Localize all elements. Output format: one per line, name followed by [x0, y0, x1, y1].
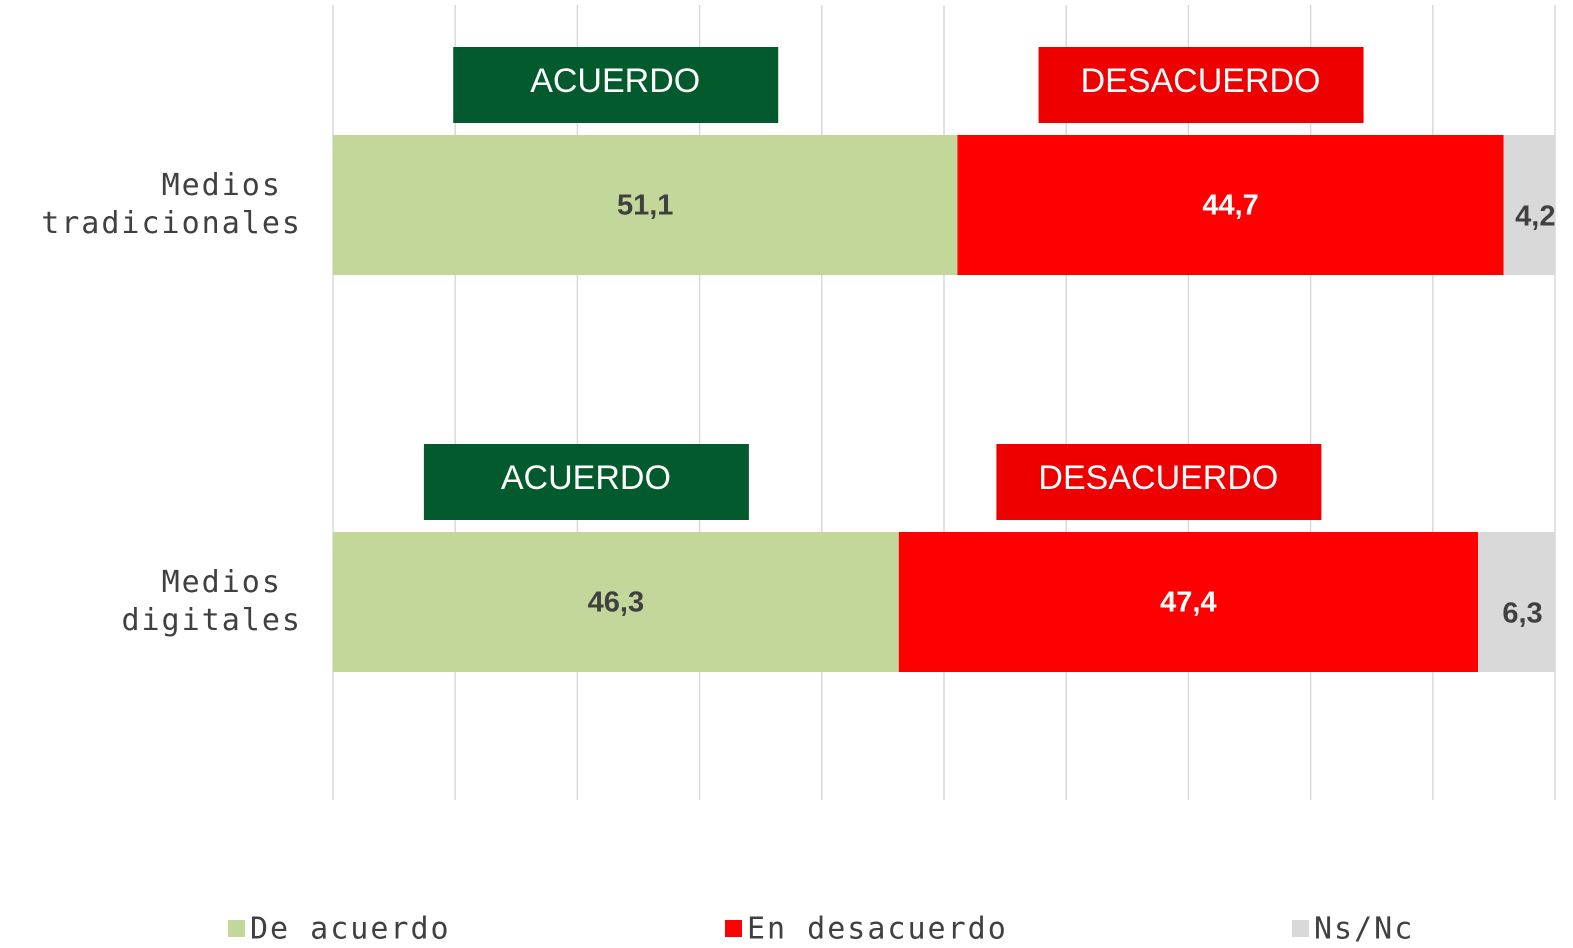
value-label: 51,1 — [617, 190, 673, 222]
bar-segment — [333, 532, 899, 672]
legend-label: En desacuerdo — [747, 912, 1008, 947]
bar-segment — [957, 135, 1504, 275]
legend-swatch — [1292, 920, 1309, 937]
annotation-box — [423, 444, 749, 520]
value-label: 46,3 — [588, 587, 644, 619]
annotation-box — [996, 444, 1322, 520]
legend-swatch — [228, 920, 245, 937]
legend-swatch — [725, 920, 742, 937]
annotation: ACUERDO — [530, 62, 700, 100]
annotation-box — [1038, 47, 1364, 123]
legend-label: De acuerdo — [250, 912, 451, 947]
category-label: Medios digitales — [121, 565, 302, 638]
value-label: 4,2 — [1515, 201, 1555, 233]
bar-segment — [1478, 532, 1555, 672]
annotation-box — [453, 47, 779, 123]
annotation: DESACUERDO — [1038, 459, 1278, 497]
legend-label: Ns/Nc — [1314, 912, 1414, 947]
annotation: ACUERDO — [501, 459, 671, 497]
bar-segment — [1503, 135, 1555, 275]
category-label: Medios tradicionales — [41, 168, 302, 241]
value-label: 44,7 — [1202, 190, 1258, 222]
bar-segment — [898, 532, 1479, 672]
bar-segment — [333, 135, 958, 275]
value-label: 47,4 — [1160, 587, 1216, 619]
annotation: DESACUERDO — [1081, 62, 1321, 100]
value-label: 6,3 — [1502, 598, 1542, 630]
